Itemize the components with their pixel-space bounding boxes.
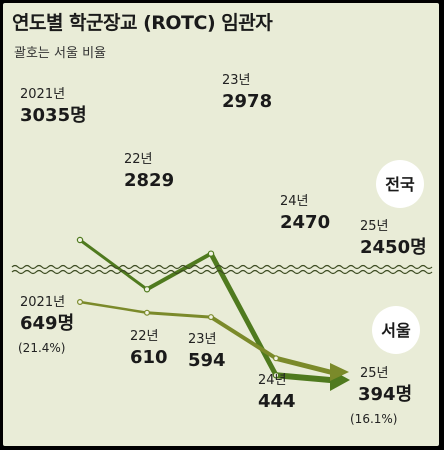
- seoul-value-label: 610: [130, 347, 168, 368]
- national-year-label: 24년: [280, 194, 309, 209]
- national-point: [272, 372, 280, 379]
- national-year-label: 2021년: [20, 87, 65, 102]
- wavy-divider: [11, 264, 433, 275]
- national-value-label: 2978: [222, 91, 272, 112]
- seoul-badge-label: 서울: [381, 321, 411, 340]
- seoul-point: [76, 299, 83, 306]
- seoul-value-label: 649명: [20, 313, 74, 334]
- chart-title: 연도별 학군장교 (ROTC) 임관자: [12, 12, 273, 34]
- seoul-arrowhead: [330, 363, 349, 381]
- seoul-value-label: 444: [258, 391, 296, 412]
- seoul-line-segment: [273, 355, 333, 375]
- seoul-point: [208, 314, 215, 321]
- seoul-line-segment: [78, 300, 149, 314]
- seoul-year-label: 25년: [360, 366, 389, 381]
- national-value-label: 3035명: [20, 105, 87, 126]
- chart-subtitle: 괄호는 서울 비율: [14, 46, 106, 61]
- seoul-year-label: 24년: [258, 373, 287, 388]
- national-line-segment: [208, 251, 279, 378]
- national-year-label: 23년: [222, 73, 251, 88]
- seoul-year-label: 23년: [188, 332, 217, 347]
- national-value-label: 2470: [280, 212, 330, 233]
- seoul-year-label: 22년: [130, 329, 159, 344]
- national-line-segment: [273, 372, 333, 383]
- seoul-share-label: (16.1%): [350, 412, 397, 426]
- national-year-label: 22년: [124, 152, 153, 167]
- national-year-label: 25년: [360, 219, 389, 234]
- national-line-segment: [78, 238, 149, 291]
- seoul-share-label: (21.4%): [18, 341, 65, 355]
- national-point: [76, 236, 84, 244]
- national-badge: [376, 160, 424, 208]
- seoul-line-segment: [209, 315, 278, 361]
- seoul-value-label: 394명: [358, 384, 412, 405]
- national-line-segment: [145, 251, 213, 292]
- national-value-label: 2450명: [360, 237, 427, 258]
- seoul-point: [273, 355, 280, 362]
- seoul-point: [144, 309, 151, 316]
- national-point: [143, 286, 151, 293]
- seoul-line-segment: [145, 311, 213, 319]
- seoul-value-label: 594: [188, 350, 226, 371]
- seoul-badge: [372, 306, 420, 354]
- national-value-label: 2829: [124, 170, 174, 191]
- seoul-year-label: 2021년: [20, 295, 65, 310]
- national-point: [207, 250, 215, 257]
- chart-frame: [3, 3, 439, 446]
- national-badge-label: 전국: [385, 175, 415, 194]
